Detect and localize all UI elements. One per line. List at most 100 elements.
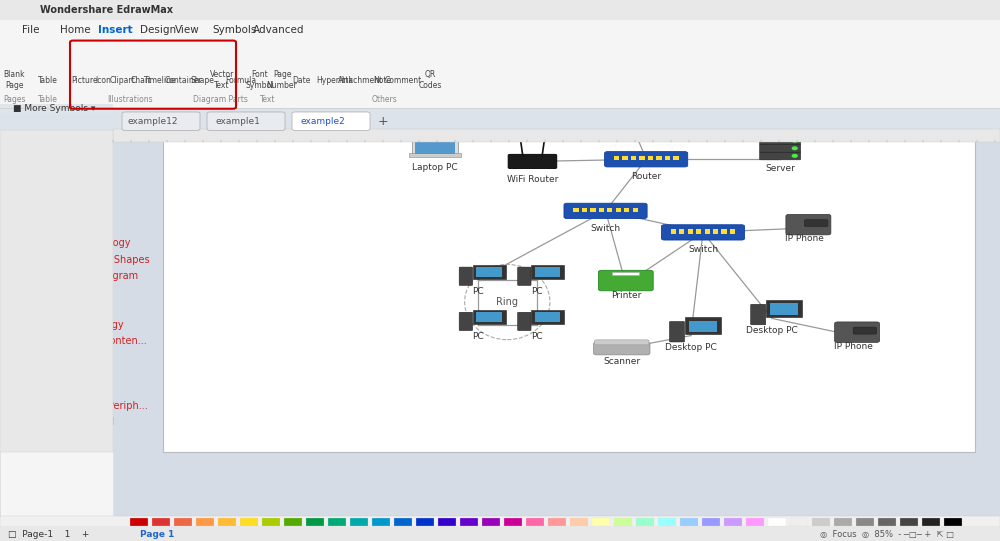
Text: GCP Networking: GCP Networking xyxy=(8,352,87,362)
FancyBboxPatch shape xyxy=(0,0,1000,20)
FancyBboxPatch shape xyxy=(459,267,473,286)
Text: example2: example2 xyxy=(301,117,345,126)
Text: Line and Area Charts: Line and Area Charts xyxy=(8,206,111,216)
Text: example1: example1 xyxy=(216,117,260,126)
Text: Printer: Printer xyxy=(611,291,641,300)
Ellipse shape xyxy=(611,97,633,109)
FancyBboxPatch shape xyxy=(419,86,459,102)
FancyBboxPatch shape xyxy=(592,518,610,526)
Text: File: File xyxy=(22,25,40,35)
FancyBboxPatch shape xyxy=(459,312,473,331)
FancyBboxPatch shape xyxy=(713,229,718,234)
FancyBboxPatch shape xyxy=(413,102,465,105)
Ellipse shape xyxy=(628,96,648,107)
Text: WiFi Router: WiFi Router xyxy=(507,175,558,184)
FancyBboxPatch shape xyxy=(702,518,720,526)
Text: Pages: Pages xyxy=(3,95,25,104)
Text: Home: Home xyxy=(60,25,91,35)
Text: QR
Codes: QR Codes xyxy=(418,70,442,90)
Text: Blank
Page: Blank Page xyxy=(3,70,25,90)
Ellipse shape xyxy=(612,109,632,119)
FancyBboxPatch shape xyxy=(482,518,500,526)
FancyBboxPatch shape xyxy=(122,112,200,130)
FancyBboxPatch shape xyxy=(460,518,478,526)
FancyBboxPatch shape xyxy=(328,518,346,526)
Text: Font
Symbol: Font Symbol xyxy=(246,70,274,90)
FancyBboxPatch shape xyxy=(944,518,962,526)
Text: Switch: Switch xyxy=(688,245,718,254)
Text: Smartphone: Smartphone xyxy=(505,113,560,122)
FancyBboxPatch shape xyxy=(760,137,801,144)
Text: Desktop PC: Desktop PC xyxy=(746,326,798,335)
Ellipse shape xyxy=(630,108,651,119)
FancyBboxPatch shape xyxy=(594,342,650,355)
FancyBboxPatch shape xyxy=(878,518,896,526)
FancyBboxPatch shape xyxy=(671,229,676,234)
FancyBboxPatch shape xyxy=(656,156,662,161)
FancyBboxPatch shape xyxy=(0,41,1000,108)
Text: Illustrations: Illustrations xyxy=(107,95,153,104)
Text: Desktop PC: Desktop PC xyxy=(665,344,717,352)
FancyBboxPatch shape xyxy=(595,340,649,345)
FancyBboxPatch shape xyxy=(598,270,653,291)
FancyBboxPatch shape xyxy=(548,518,566,526)
FancyBboxPatch shape xyxy=(760,144,801,152)
FancyBboxPatch shape xyxy=(689,321,717,332)
FancyBboxPatch shape xyxy=(409,153,461,157)
Text: Scanner: Scanner xyxy=(603,357,640,366)
FancyBboxPatch shape xyxy=(570,518,588,526)
Text: Network Plan Technology: Network Plan Technology xyxy=(8,239,130,248)
Circle shape xyxy=(792,147,797,149)
FancyBboxPatch shape xyxy=(531,309,564,324)
Text: PC: PC xyxy=(472,287,484,295)
FancyBboxPatch shape xyxy=(631,156,636,161)
Text: Diagram Parts: Diagram Parts xyxy=(193,95,247,104)
FancyBboxPatch shape xyxy=(394,518,412,526)
FancyBboxPatch shape xyxy=(679,229,684,234)
Text: Lines: Lines xyxy=(8,174,34,183)
Ellipse shape xyxy=(639,101,661,112)
FancyBboxPatch shape xyxy=(770,304,798,314)
Text: Table: Table xyxy=(38,95,58,104)
FancyBboxPatch shape xyxy=(535,267,560,276)
FancyBboxPatch shape xyxy=(636,518,654,526)
Text: Text: Text xyxy=(260,95,276,104)
FancyBboxPatch shape xyxy=(746,518,764,526)
Text: Hyperlink: Hyperlink xyxy=(317,76,353,84)
FancyBboxPatch shape xyxy=(372,518,390,526)
FancyBboxPatch shape xyxy=(350,518,368,526)
Circle shape xyxy=(792,155,797,157)
Text: Table: Table xyxy=(38,76,58,84)
FancyBboxPatch shape xyxy=(415,138,455,154)
FancyBboxPatch shape xyxy=(658,518,676,526)
FancyBboxPatch shape xyxy=(0,20,1000,41)
FancyBboxPatch shape xyxy=(292,112,370,130)
Text: Network Symbols: Network Symbols xyxy=(8,304,93,313)
Text: Attachment: Attachment xyxy=(337,76,383,84)
FancyBboxPatch shape xyxy=(624,208,629,212)
FancyBboxPatch shape xyxy=(473,265,506,279)
Text: Chart: Chart xyxy=(130,76,152,84)
FancyBboxPatch shape xyxy=(696,229,701,234)
Text: My Library: My Library xyxy=(8,133,71,143)
FancyBboxPatch shape xyxy=(306,518,324,526)
FancyBboxPatch shape xyxy=(476,267,502,276)
Text: PC: PC xyxy=(531,287,542,295)
FancyBboxPatch shape xyxy=(535,312,560,322)
FancyBboxPatch shape xyxy=(0,108,1000,130)
Text: iPhone UI: iPhone UI xyxy=(8,157,54,167)
Text: Microsoft Azure Cloud: Microsoft Azure Cloud xyxy=(8,417,114,427)
FancyBboxPatch shape xyxy=(573,208,579,212)
Text: Icon: Icon xyxy=(95,76,111,84)
FancyBboxPatch shape xyxy=(670,321,684,342)
FancyBboxPatch shape xyxy=(0,516,1000,527)
Text: Wondershare EdrawMax: Wondershare EdrawMax xyxy=(40,5,173,15)
FancyBboxPatch shape xyxy=(856,518,874,526)
FancyBboxPatch shape xyxy=(680,518,698,526)
FancyBboxPatch shape xyxy=(834,518,852,526)
FancyBboxPatch shape xyxy=(614,518,632,526)
Text: IP Phone: IP Phone xyxy=(785,234,824,243)
FancyBboxPatch shape xyxy=(673,156,679,161)
FancyBboxPatch shape xyxy=(616,208,621,212)
FancyBboxPatch shape xyxy=(633,208,638,212)
